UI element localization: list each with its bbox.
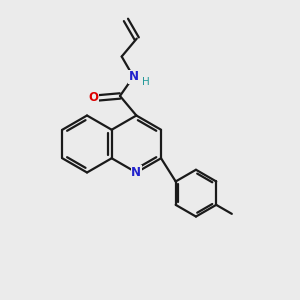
- Text: O: O: [88, 91, 98, 104]
- Text: H: H: [142, 77, 150, 87]
- Text: N: N: [131, 166, 141, 179]
- Text: N: N: [128, 70, 138, 83]
